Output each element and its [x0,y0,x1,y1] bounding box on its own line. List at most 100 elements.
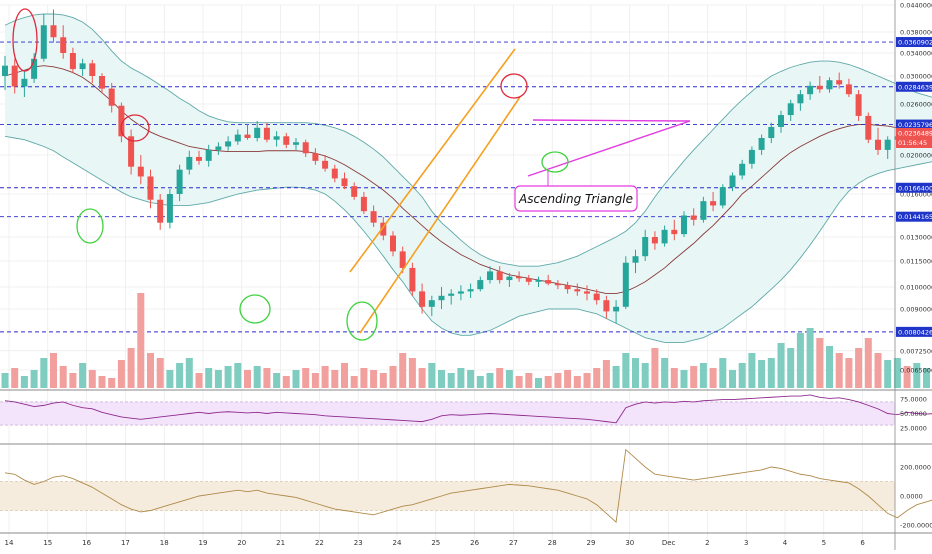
time-tick-label: 29 [587,539,596,547]
candle-body [516,277,522,279]
candle-body [788,103,794,115]
candle-body [89,63,95,76]
volume-bar [875,353,882,388]
candle-body [468,289,474,291]
volume-bar [50,353,57,388]
candle-body [807,86,813,94]
level-price-tag-text: 0.00804265 [898,328,932,336]
candle-body [555,284,561,286]
volume-bar [457,368,464,388]
volume-bar [632,358,639,388]
volume-bar [729,370,736,388]
candle-body [720,187,726,205]
volume-bar [593,368,600,388]
volume-bar [215,370,222,388]
time-tick-label: Dec [662,539,676,547]
candle-body [448,294,454,296]
volume-bar [768,358,775,388]
volume-bar [807,328,814,388]
volume-bar [622,353,629,388]
price-tick-label: 0.00900000 [900,306,932,314]
candle-body [148,176,154,199]
volume-bar [845,358,852,388]
candle-body [390,236,396,252]
volume-bar [613,366,620,388]
candle-body [700,201,706,220]
volume-bar [554,373,561,388]
candle-body [312,153,318,161]
volume-bar [40,358,47,388]
candle-body [409,268,415,291]
candle-body [109,89,115,106]
volume-bar [865,338,872,388]
volume-bar [2,373,9,388]
volume-bar [826,346,833,388]
candle-body [681,216,687,235]
volume-bar [787,348,794,388]
volume-bar [341,363,348,388]
level-price-tag-text: 0.03609029 [898,39,932,47]
cci-tick-label: 200.0000 [900,464,931,472]
candle-body [439,296,445,300]
candle-body [429,300,435,307]
price-tick-label: 0.01150000 [900,258,932,266]
candle-body [206,150,212,161]
volume-bar [836,353,843,388]
volume-bar [690,366,697,388]
volume-bar [176,363,183,388]
candle-body [671,230,677,234]
candle-body [342,178,348,186]
price-tick-label: 0.04400000 [900,2,932,10]
volume-bar [797,333,804,388]
volume-bar [302,368,309,388]
time-tick-label: 2 [705,539,709,547]
volume-bar [89,370,96,388]
volume-bar [21,376,28,388]
candle-body [361,197,367,211]
volume-bar [60,366,67,388]
volume-bar [108,378,115,388]
candle-body [371,211,377,222]
time-tick-label: 24 [393,539,402,547]
time-tick-label: 15 [43,539,52,547]
volume-bar [438,370,445,388]
cci-tick-label: -200.0000 [900,522,932,530]
volume-bar [748,353,755,388]
time-tick-label: 21 [276,539,285,547]
level-price-tag-text: 0.02846392 [898,83,932,91]
volume-bar [661,358,668,388]
candle-body [264,128,270,140]
candle-body [351,186,357,197]
volume-bar [428,363,435,388]
volume-bar [409,358,416,388]
volume-bar [855,348,862,388]
candle-body [293,142,299,145]
volume-bar [273,373,280,388]
candle-body [99,76,105,89]
volume-bar [719,358,726,388]
last-price-value: 0.02364893 [898,129,932,137]
level-price-tag-text: 0.02357967 [898,121,932,129]
volume-bar [99,376,106,388]
volume-bar [79,363,86,388]
volume-bar [186,358,193,388]
volume-bar [448,373,455,388]
candle-body [245,135,251,138]
time-tick-label: 26 [470,539,479,547]
volume-bar [244,370,251,388]
candle-body [12,66,18,87]
volume-bar [69,373,76,388]
candle-body [157,200,163,223]
candle-body [662,230,668,244]
volume-bar [739,363,746,388]
candle-body [225,141,231,146]
time-tick-label: 22 [315,539,324,547]
candle-body [196,157,202,161]
volume-bar [516,376,523,388]
volume-bar [399,353,406,388]
volume-bar [496,368,503,388]
volume-bar [758,360,765,388]
volume-bar [535,378,542,388]
volume-bar [11,368,18,388]
volume-bar [196,373,203,388]
